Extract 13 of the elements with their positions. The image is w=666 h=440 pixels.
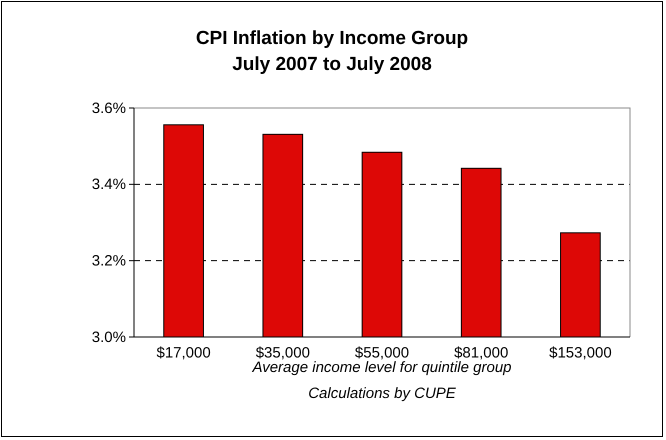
- y-tick-label: 3.6%: [92, 100, 126, 117]
- x-tick-label: $35,000: [256, 344, 310, 362]
- y-tick-label: 3.2%: [92, 252, 126, 270]
- text: Calculations by CUPE: [308, 385, 457, 402]
- chart-title: CPI Inflation by Income Group: [196, 28, 468, 49]
- y-tick-label: 3.4%: [92, 176, 126, 194]
- x-tick-label: $81,000: [454, 344, 508, 362]
- x-axis-title: Average income level for quintile group: [251, 359, 512, 376]
- x-tick-label: $17,000: [156, 344, 211, 362]
- y-tick-label: 3.0%: [92, 328, 126, 346]
- chart-subtitle: July 2007 to July 2008: [232, 54, 432, 75]
- x-tick-label: $153,000: [549, 344, 612, 362]
- x-tick-label: $55,000: [354, 344, 410, 362]
